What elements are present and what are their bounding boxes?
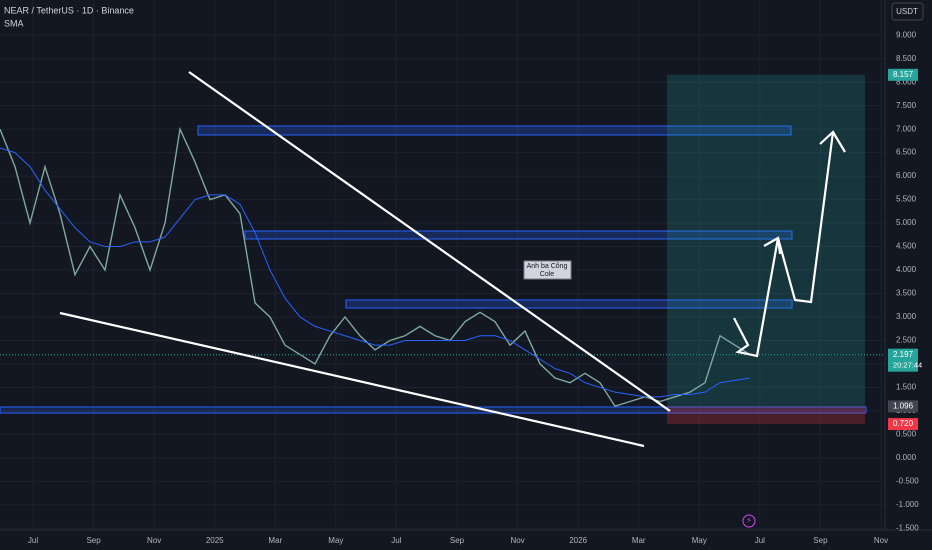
drawings-back <box>0 74 867 425</box>
projection-arrow <box>733 131 835 358</box>
x-tick-label: Mar <box>632 536 646 545</box>
y-tick-label: -0.500 <box>896 476 919 485</box>
arrow-head <box>819 130 846 153</box>
y-tick-label: 6.500 <box>896 148 917 157</box>
price-tag-label: 0.720 <box>893 419 914 428</box>
y-tick-label: 0.500 <box>896 429 917 438</box>
x-tick-label: 2026 <box>569 536 587 545</box>
zone <box>244 230 793 240</box>
x-tick-label: Jul <box>391 536 401 545</box>
price-tag <box>888 68 918 81</box>
x-tick-label: Sep <box>86 536 101 545</box>
x-tick-label: Nov <box>147 536 161 545</box>
y-tick-label: 5.500 <box>896 195 917 204</box>
price-tag <box>888 418 918 431</box>
currency-button[interactable] <box>891 2 924 21</box>
y-tick-label: 1.500 <box>896 383 917 392</box>
sma-line <box>0 147 751 398</box>
x-tick-label: Nov <box>874 536 888 545</box>
target-zone <box>667 74 865 407</box>
x-tick-label: 2025 <box>206 536 224 545</box>
x-tick-label: Sep <box>813 536 828 545</box>
drawings <box>59 71 846 448</box>
y-tick-label: 4.000 <box>896 265 917 274</box>
y-tick-label: 7.000 <box>896 124 917 133</box>
price-tag <box>888 348 918 372</box>
x-tick-label: May <box>328 536 343 545</box>
zone <box>197 125 792 136</box>
y-tick-label: 8.000 <box>896 77 917 86</box>
x-tick-label: Mar <box>268 536 282 545</box>
countdown: 20:27:44 <box>893 361 922 370</box>
zone <box>345 299 793 309</box>
price-tag-label: 2.197 <box>893 350 914 359</box>
trendline <box>188 71 671 412</box>
price-tag <box>888 400 918 413</box>
stop-zone <box>667 406 865 425</box>
indicator: SMA <box>4 18 24 28</box>
y-tick-label: 3.500 <box>896 289 917 298</box>
y-tick-label: 9.000 <box>896 30 917 39</box>
y-tick-label: 4.500 <box>896 242 917 251</box>
y-tick-label: 7.500 <box>896 101 917 110</box>
y-tick-label: 3.000 <box>896 312 917 321</box>
y-tick-label: -1.500 <box>896 523 919 532</box>
x-tick-label: Sep <box>450 536 465 545</box>
x-tick-label: May <box>692 536 707 545</box>
symbol: NEAR / TetherUS · 1D · Binance <box>4 5 134 15</box>
zone <box>0 406 867 414</box>
event-icon[interactable] <box>742 514 756 528</box>
y-tick-label: 0.000 <box>896 453 917 462</box>
grid <box>0 0 885 530</box>
currency[interactable]: USDT <box>896 7 918 16</box>
price-tag-label: 8.157 <box>893 70 914 79</box>
y-tick-label: -1.000 <box>896 500 919 509</box>
annotation-box: Anh ba Công Cole <box>523 260 572 280</box>
annotation-bg <box>523 260 572 280</box>
series <box>0 126 885 408</box>
event-icon-glyph[interactable]: ⚡ <box>746 516 752 525</box>
y-tick-label: 8.500 <box>896 54 917 63</box>
y-tick-label: 5.000 <box>896 218 917 227</box>
x-tick-label: Jul <box>755 536 765 545</box>
arrow-head <box>763 236 782 255</box>
annotation: Anh ba Công Cole <box>527 263 568 278</box>
y-tick-label: 6.000 <box>896 171 917 180</box>
x-tick-label: Nov <box>510 536 524 545</box>
y-tick-label: 2.500 <box>896 336 917 345</box>
trendline <box>59 311 645 448</box>
axes: 9.000 8.500 8.000 7.500 7.000 6.500 6.000 5.500… <box>28 30 922 545</box>
price-tag-label: 1.096 <box>893 402 914 411</box>
price-line <box>0 126 751 408</box>
price-axis <box>885 0 932 550</box>
x-tick-label: Jul <box>28 536 38 545</box>
